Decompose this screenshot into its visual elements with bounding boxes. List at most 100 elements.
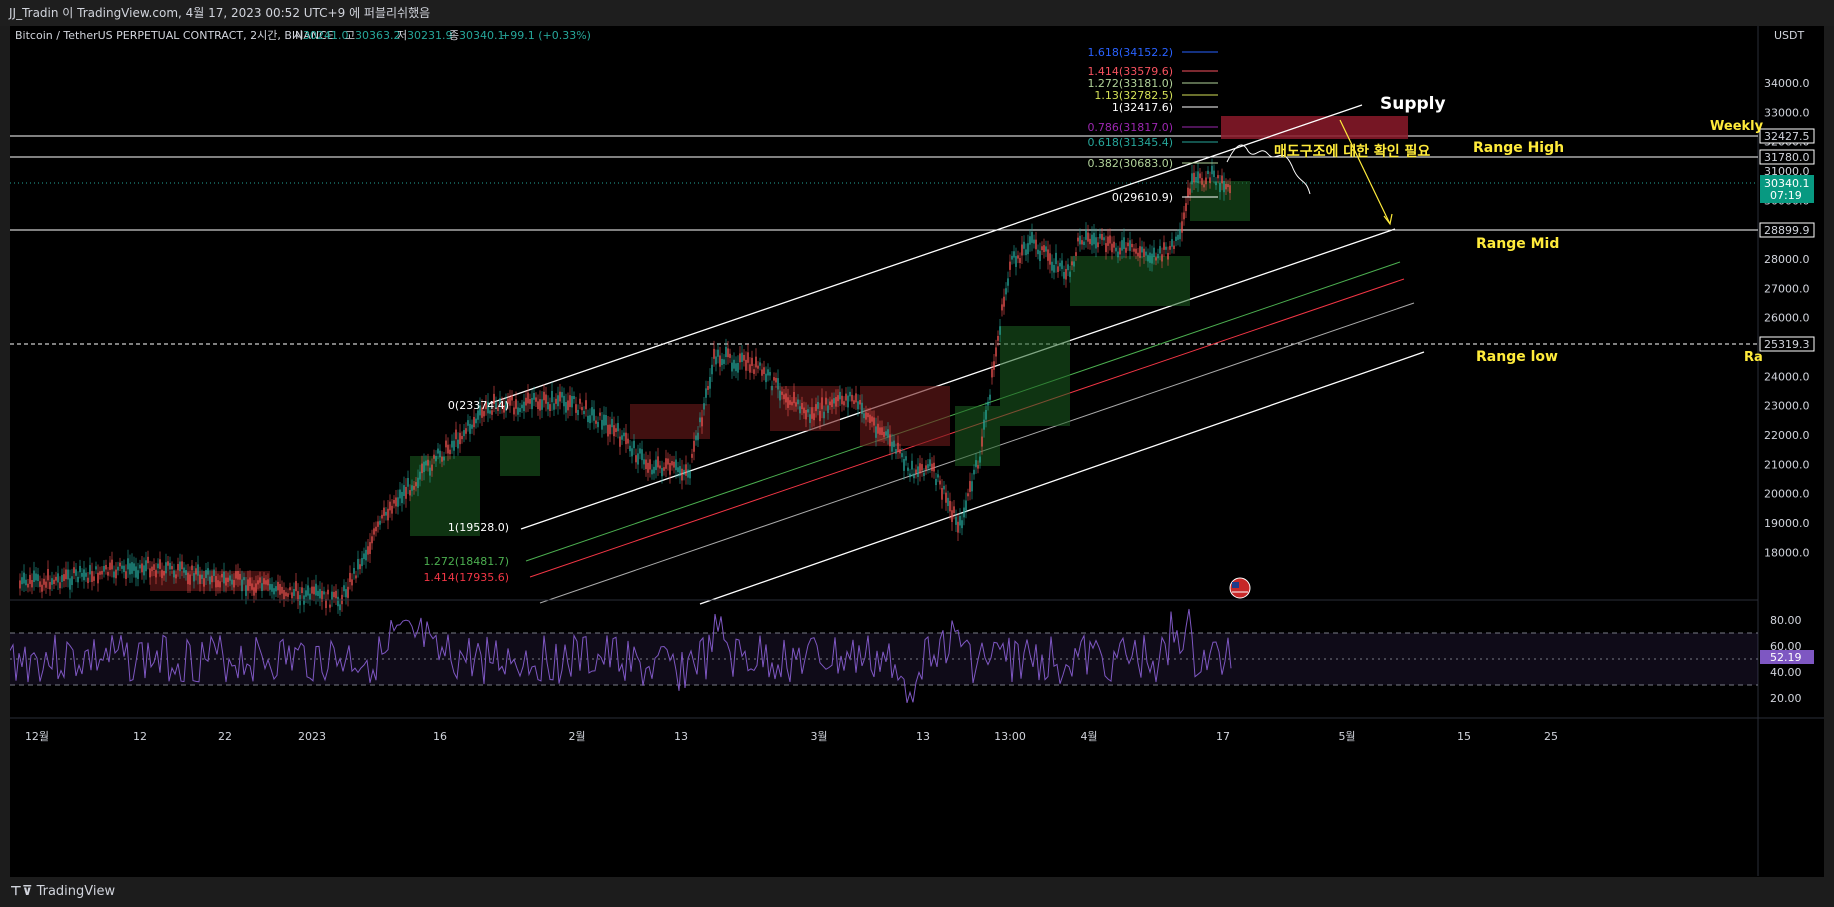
ohlc-low: 30231.9 [407,29,453,42]
price-label-25319: 25319.3 [1759,336,1815,352]
time-label: 13:00 [994,730,1026,743]
time-label: 25 [1544,730,1558,743]
publish-title: JJ_Tradin 이 TradingView.com, 4월 17, 2023… [9,6,431,20]
rsi-tick: 60.00 [1770,640,1802,653]
supply-label: Supply [1380,94,1446,114]
range-mid-label: Range Mid [1476,236,1559,252]
down-arrow[interactable] [1339,119,1391,225]
current-price-badge: 30340.107:19 [1760,175,1814,203]
time-label: 13 [674,730,688,743]
projected-path[interactable] [1226,144,1311,195]
svg-text:30340.1: 30340.1 [1764,177,1810,190]
fib-upper-label: 1(32417.6) [1112,101,1173,114]
fib-lower-label: 1.272(18481.7) [423,555,509,568]
fib-upper-label: 1.618(34152.2) [1087,46,1173,59]
price-tick: 24000.0 [1764,370,1810,383]
channel-bottom[interactable] [699,351,1425,605]
channel-top[interactable] [487,104,1363,405]
price-tick: 22000.0 [1764,429,1810,442]
time-label: 12월 [25,730,49,743]
price-tick: 26000.0 [1764,312,1810,325]
price-tick: 34000.0 [1764,77,1810,90]
ohlc-high: 30363.2 [355,29,401,42]
candles [19,158,1231,617]
time-axis[interactable]: 12월 12 22 2023 16 2월 13 3월 13 13:00 4월 17 5월 15 25 [25,730,1558,743]
rsi-line [9,608,1232,703]
channel-mid[interactable] [520,228,1396,530]
time-label: 4월 [1080,730,1097,743]
chart-canvas[interactable]: Bitcoin / TetherUS PERPETUAL CONTRACT, 2… [9,26,1824,877]
svg-text:28899.9: 28899.9 [1764,224,1810,237]
time-label: 16 [433,730,447,743]
tradingview-logo-icon[interactable]: ⊤⊽ [10,884,33,899]
fib-upper-label: 1.13(32782.5) [1094,89,1173,102]
price-axis[interactable] [1758,26,1824,877]
range-low-label: Range low [1476,349,1558,365]
rsi-tick: 20.00 [1770,692,1802,705]
time-label: 3월 [810,730,827,743]
chart-area[interactable]: Bitcoin / TetherUS PERPETUAL CONTRACT, 2… [9,26,1824,886]
publish-bar: JJ_Tradin 이 TradingView.com, 4월 17, 2023… [0,0,1834,26]
price-tick: 33000.0 [1764,106,1810,119]
ohlc-low-label: 저 [397,29,407,42]
footer-brand[interactable]: TradingView [36,884,116,899]
fib-lower-label: 0(23374.4) [448,399,509,412]
fib-upper-label: 0.786(31817.0) [1087,121,1173,134]
price-label-31780: 31780.0 [1759,149,1815,165]
rsi-tick: 80.00 [1770,614,1802,627]
ohlc-change: +99.1 (+0.33%) [501,29,591,42]
price-tick: 21000.0 [1764,458,1810,471]
time-label: 13 [916,730,930,743]
rsi-band [10,633,1758,685]
ichimoku-cloud [150,181,1250,591]
svg-text:52.19: 52.19 [1770,651,1802,664]
price-label-28899: 28899.9 [1759,222,1815,238]
price-tick: 20000.0 [1764,488,1810,501]
ohlc-open: 30241.0 [303,29,349,42]
currency-label: USDT [1774,29,1805,42]
fib-upper-label: 1.272(33181.0) [1087,77,1173,90]
time-label: 17 [1216,730,1230,743]
arrow-head [1383,213,1393,226]
weekly-label: Weekly [1710,119,1764,134]
fib-upper-label: 0.618(31345.4) [1087,136,1173,149]
svg-text:31780.0: 31780.0 [1764,151,1810,164]
svg-text:07:19: 07:19 [1770,189,1802,202]
supply-zone[interactable] [1221,116,1408,139]
svg-text:32427.5: 32427.5 [1764,130,1810,143]
price-tick: 23000.0 [1764,400,1810,413]
time-label: 12 [133,730,147,743]
ohlc-open-label: 시 [293,29,303,42]
us-flag-icon[interactable] [1229,577,1251,599]
fib-upper-label: 0.382(30683.0) [1087,157,1173,170]
time-label: 15 [1457,730,1471,743]
ohlc-close-label: 종 [449,29,459,42]
range-high-label: Range High [1473,140,1564,156]
svg-text:25319.3: 25319.3 [1764,338,1810,351]
korean-note: 매도구조에 대한 확인 필요 [1274,143,1430,160]
fib-lower-label: 1.414(17935.6) [423,571,509,584]
fib-upper-label: 1.414(33579.6) [1087,65,1173,78]
ohlc-high-label: 고 [345,29,355,42]
rsi-ticks: 80.00 60.00 40.00 20.00 [1770,614,1802,705]
fib-upper[interactable]: 1.618(34152.2) 1.414(33579.6)1.272(33181.… [1087,46,1218,204]
time-label: 5월 [1338,730,1355,743]
price-tick: 28000.0 [1764,253,1810,266]
fib-upper-label: 0(29610.9) [1112,191,1173,204]
price-tick: 27000.0 [1764,282,1810,295]
time-label: 2023 [298,730,326,743]
fib-lower[interactable]: 0(23374.4) 1(19528.0) 1.272(18481.7) 1.414(… [423,399,509,584]
price-label-32427: 32427.5 [1759,128,1815,144]
time-label: 2월 [568,730,585,743]
rsi-value-badge: 52.19 [1760,650,1814,664]
price-tick: 19000.0 [1764,517,1810,530]
price-tick: 18000.0 [1764,546,1810,559]
symbol-title: Bitcoin / TetherUS PERPETUAL CONTRACT, 2… [15,29,334,42]
footer-bar: ⊤⊽ TradingView [0,877,1834,907]
ohlc-close: 30340.1 [459,29,505,42]
price-tick: 31000.0 [1764,165,1810,178]
range-low-cut-label: Ra [1744,350,1763,365]
fib-lower-label: 1(19528.0) [448,521,509,534]
rsi-tick: 40.00 [1770,666,1802,679]
time-label: 22 [218,730,232,743]
